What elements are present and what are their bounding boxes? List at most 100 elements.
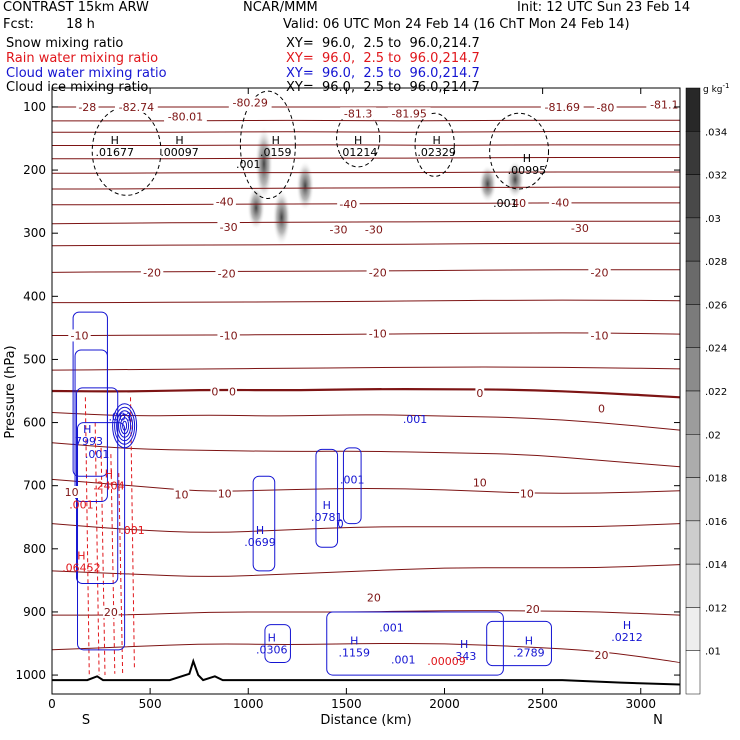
temperature-label-2: -80.01	[168, 110, 203, 123]
extremum-marker-5: H	[523, 152, 531, 165]
cloud-ice-shade-1	[272, 189, 291, 246]
extremum-value-2: .0159	[260, 146, 292, 159]
extremum-marker-10: H	[323, 499, 331, 512]
cloud-water-contour-3	[77, 422, 126, 651]
temperature-contour-6	[52, 186, 680, 190]
temperature-contour-20	[52, 610, 680, 616]
extremum-marker-11: H	[268, 632, 276, 645]
extremum-value-3: .01214	[339, 146, 378, 159]
temperature-label-bg-0	[76, 100, 99, 113]
temperature-label-33: 10	[520, 487, 534, 500]
contour-label-5: .001	[120, 524, 145, 537]
x-tick-label-2000: 2000	[429, 697, 460, 711]
colorbar-tick-label-4: .026	[705, 300, 727, 311]
temperature-label-18: -20	[218, 268, 236, 281]
cloud-water-core-2	[116, 410, 134, 442]
extremum-marker-2: H	[272, 134, 280, 147]
colorbar-bin-12	[685, 607, 701, 651]
temperature-contour-7	[52, 202, 680, 206]
colorbar-bin-7	[685, 390, 701, 435]
contour-label-0: .001	[236, 158, 261, 171]
temperature-label-bg-9	[213, 195, 236, 208]
extremum-value-15: .0212	[611, 631, 643, 644]
temperature-label-bg-26	[228, 385, 237, 398]
temperature-label-30: 10	[175, 489, 189, 502]
temperature-label-bg-21	[68, 329, 91, 342]
colorbar-tick-label-5: .024	[705, 344, 727, 355]
cloud-water-contour-4	[252, 475, 276, 572]
temperature-contour-2	[52, 131, 680, 133]
temperature-label-27: 0	[476, 387, 483, 400]
colorbar-tick-label-0: .034	[705, 127, 727, 138]
extremum-marker-12: H	[350, 635, 358, 648]
colorbar-bin-9	[685, 477, 701, 522]
x-tick-label-500: 500	[139, 697, 162, 711]
cloud-ice-shade-4	[478, 165, 497, 203]
temperature-label-23: -10	[369, 328, 387, 341]
temperature-label-32: 10	[473, 477, 487, 490]
cloud-water-contour-7	[264, 624, 291, 663]
extremum-value-11: .0306	[256, 644, 288, 657]
colorbar-tick-label-7: .02	[705, 430, 721, 441]
contour-label-4: .001	[69, 499, 94, 512]
temperature-label-36: 20	[595, 649, 609, 662]
cloud-ice-shade-2	[247, 185, 266, 231]
temperature-label-28: 0	[598, 403, 605, 416]
contour-label-6: .001	[340, 473, 365, 486]
cloud-water-contour-9	[486, 620, 552, 667]
cloud-water-core-3	[118, 413, 132, 438]
temperature-label-bg-25	[210, 385, 220, 398]
temperature-label-29: 10	[65, 486, 79, 499]
cloud-water-contour-8	[326, 611, 504, 676]
temperature-contour-1	[52, 119, 680, 122]
temperature-label-bg-13	[217, 220, 240, 233]
x-tick-label-3000: 3000	[625, 697, 656, 711]
temperature-label-bg-14	[327, 223, 350, 236]
contour-label-7: .001	[379, 622, 404, 635]
temperature-label-10: -40	[339, 198, 357, 211]
temperature-label-22: -10	[220, 329, 238, 342]
temperature-label-bg-29	[63, 486, 80, 498]
temperature-label-6: -81.69	[545, 101, 580, 114]
temperature-label-bg-12	[549, 196, 572, 209]
temperature-label-1: -82.74	[119, 101, 154, 114]
temperature-label-bg-28	[597, 402, 606, 415]
rain-contour-2	[100, 447, 106, 676]
temperature-label-bg-36	[593, 648, 610, 661]
extremum-value-10: .0781	[311, 511, 343, 524]
y-tick-label-300: 300	[23, 226, 46, 240]
temperature-label-13: -30	[220, 221, 238, 234]
colorbar-bin-8	[685, 434, 701, 478]
temperature-label-bg-20	[588, 266, 611, 279]
temperature-label-16: -30	[571, 222, 589, 235]
cloud-water-contour-6	[342, 447, 362, 525]
temperature-label-3: -80.29	[232, 97, 267, 110]
temperature-label-bg-2	[164, 110, 207, 123]
cloud-ice-shade-3	[296, 160, 315, 212]
temperature-contour-8	[52, 220, 680, 225]
cloud-ice-contour-3	[414, 112, 455, 177]
y-tick-label-600: 600	[23, 416, 46, 430]
temperature-contour-15	[52, 411, 680, 431]
cloud-ice-contour-2	[336, 109, 381, 168]
temperature-label-26: 0	[229, 386, 236, 399]
temperature-contour-3	[52, 144, 680, 146]
x-tick-label-0: 0	[48, 697, 56, 711]
plot-frame	[51, 87, 681, 695]
temperature-label-37: 20	[104, 606, 118, 619]
temperature-contour-17	[52, 478, 680, 494]
temperature-label-7: -80	[596, 102, 614, 115]
temperature-contour-5	[52, 171, 680, 174]
cloud-water-contour-2	[76, 387, 119, 585]
contour-label-1: .001	[493, 197, 518, 210]
extremum-marker-14: H	[525, 635, 533, 648]
cloud-water-core-5	[122, 420, 128, 431]
rain-contour-0	[84, 397, 90, 677]
x-tick-label-2500: 2500	[527, 697, 558, 711]
rain-contour-4	[118, 473, 124, 675]
field-name-snow: Snow mixing ratio	[6, 36, 124, 51]
extremum-value-12: .1159	[338, 647, 370, 660]
extremum-value-7: .2404	[93, 479, 125, 492]
temperature-contour-11	[52, 299, 680, 304]
colorbar-tick-label-1: .032	[705, 171, 727, 182]
